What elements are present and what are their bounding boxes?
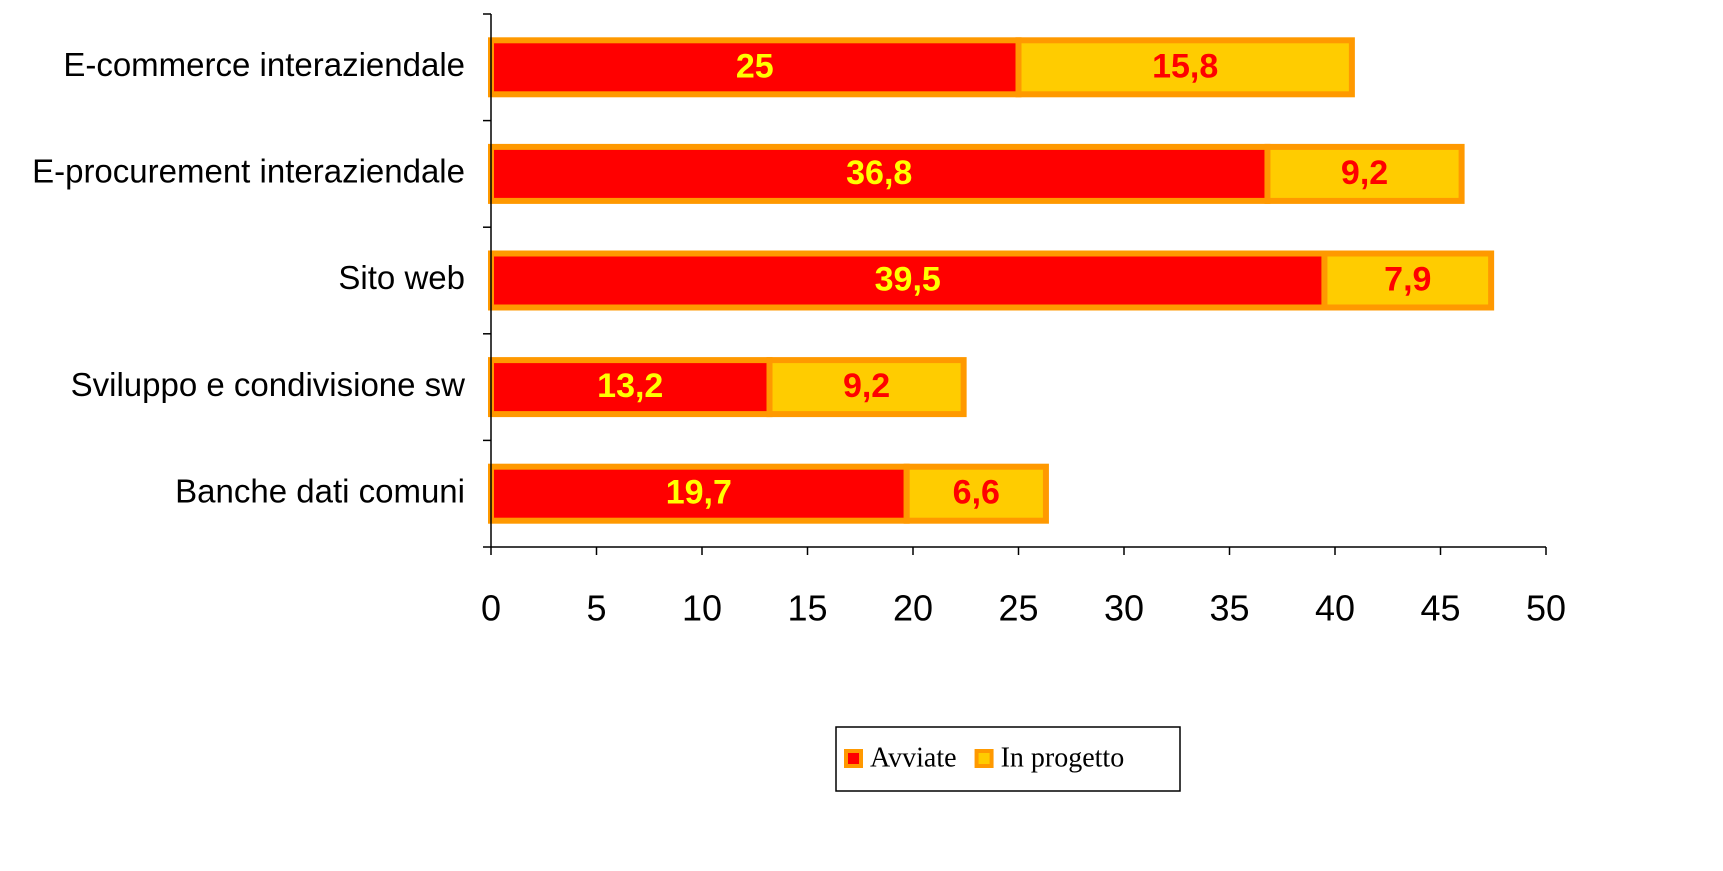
bar-segment [766,357,967,418]
legend-label: In progetto [1001,742,1125,773]
y-tick-label: Sito web [338,259,465,296]
x-tick-label: 5 [586,588,606,629]
bar-segment [1015,37,1355,98]
data-label: 36,8 [846,154,912,192]
x-tick-label: 25 [998,588,1038,629]
data-label: 39,5 [875,260,941,298]
y-tick-label: Banche dati comuni [175,472,465,509]
legend-marker [974,749,994,768]
y-tick-label: E-procurement interaziendale [32,153,465,190]
bar-segment [1321,250,1495,311]
data-label: 19,7 [666,474,732,512]
y-tick-label: E-commerce interaziendale [63,46,465,83]
x-tick-label: 15 [787,588,827,629]
legend-box [835,726,1181,792]
x-tick-label: 35 [1209,588,1249,629]
legend-marker [844,749,863,768]
x-tick-label: 50 [1526,588,1566,629]
data-label: 25 [736,47,774,85]
x-tick-label: 40 [1315,588,1355,629]
legend-label: Avviate [870,742,957,773]
x-tick-label: 20 [893,588,933,629]
x-tick-label: 30 [1104,588,1144,629]
data-label: 6,6 [953,474,1000,512]
bar-segment [1264,143,1465,204]
y-tick-label: Sviluppo e condivisione sw [71,366,466,403]
data-label: 15,8 [1152,47,1218,85]
x-tick-label: 0 [481,588,501,629]
data-label: 13,2 [597,367,663,405]
x-tick-label: 45 [1420,588,1460,629]
data-label: 9,2 [1341,154,1388,192]
data-label: 9,2 [843,367,890,405]
x-tick-label: 10 [682,588,722,629]
data-label: 7,9 [1384,260,1431,298]
bar-segment [488,37,1022,98]
bar-segment [903,463,1049,524]
